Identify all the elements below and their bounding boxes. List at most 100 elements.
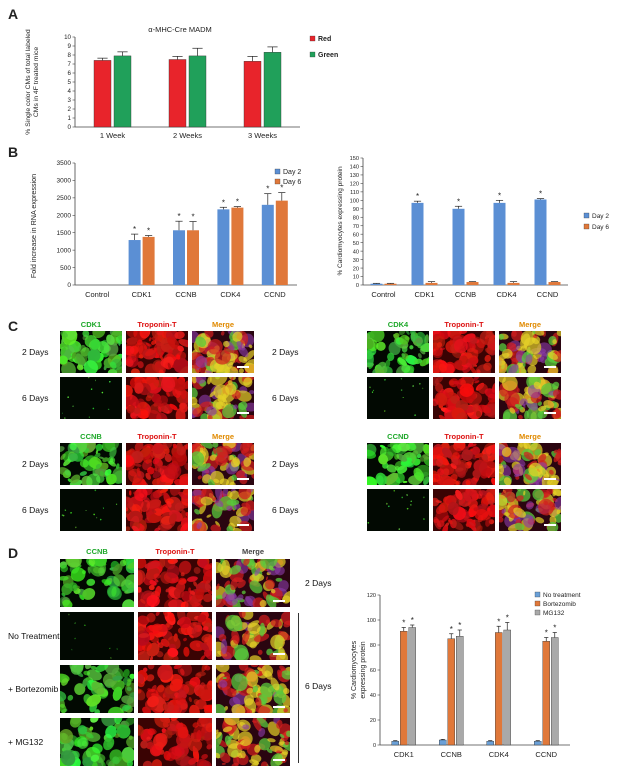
scale-bar xyxy=(273,653,285,655)
cell-blob xyxy=(178,560,192,575)
cell-blob xyxy=(459,331,468,334)
legend-swatch xyxy=(534,609,541,616)
cell-blob xyxy=(79,471,87,476)
y-tick-label: 10 xyxy=(353,275,359,281)
bar xyxy=(486,741,494,746)
panel-c-tile-red xyxy=(433,489,495,531)
cell-blob xyxy=(386,464,397,473)
y-tick-label: 20 xyxy=(370,718,376,724)
cell-blob xyxy=(238,356,248,364)
cell-blob xyxy=(188,757,197,765)
cell-blob xyxy=(249,641,257,649)
cell-blob xyxy=(195,699,207,710)
cell-blob xyxy=(241,630,250,645)
cell-blob xyxy=(128,490,132,496)
cell-blob xyxy=(367,351,374,367)
cell-blob xyxy=(537,454,547,463)
cell-blob xyxy=(204,331,214,338)
cell-blob xyxy=(480,467,492,479)
y-tick-label: 1 xyxy=(68,115,72,122)
cell-blob xyxy=(180,510,187,520)
cell-blob xyxy=(167,559,174,564)
bar xyxy=(447,638,455,746)
cell-blob xyxy=(185,512,188,518)
cell-blob xyxy=(538,498,555,516)
cell-blob xyxy=(65,559,82,568)
panel-d-tile-merge xyxy=(216,718,290,766)
cell-blob xyxy=(83,360,98,373)
cell-blob xyxy=(378,454,389,465)
cell-blob xyxy=(402,480,408,484)
cell-blob xyxy=(202,593,212,603)
cell-blob xyxy=(85,731,94,739)
cell-blob xyxy=(121,695,134,705)
cell-blob xyxy=(75,341,79,347)
cell-blob xyxy=(239,520,253,531)
cell-blob xyxy=(439,475,455,485)
cell-blob xyxy=(70,665,84,675)
cell-blob xyxy=(250,665,259,668)
cell-blob xyxy=(143,627,148,632)
cell-blob xyxy=(231,629,240,645)
cell-blob xyxy=(222,404,237,419)
significance-star: * xyxy=(457,197,460,206)
cell-blob xyxy=(436,455,450,466)
cell-blob xyxy=(192,396,198,406)
cell-blob xyxy=(200,642,210,652)
cell-blob xyxy=(473,507,479,512)
cell-blob xyxy=(386,502,388,505)
cell-blob xyxy=(556,331,561,337)
cell-blob xyxy=(433,335,446,349)
cell-blob xyxy=(435,458,444,467)
cell-blob xyxy=(90,718,99,723)
cell-blob xyxy=(469,337,478,345)
cell-blob xyxy=(244,402,254,412)
cell-blob xyxy=(242,724,250,730)
cell-blob xyxy=(146,594,160,607)
y-tick-label: 30 xyxy=(353,258,359,264)
cell-blob xyxy=(534,449,542,456)
bar xyxy=(142,236,155,285)
category-label: 3 Weeks xyxy=(248,131,277,140)
cell-blob xyxy=(249,573,265,582)
panel-c-tile-green-image xyxy=(60,331,122,373)
significance-star: * xyxy=(133,225,136,234)
panel-d-tile-merge xyxy=(216,612,290,660)
cell-blob xyxy=(176,733,192,749)
cell-blob xyxy=(147,695,159,708)
y-axis-label-line: % Cardiomyocytes expressing protein xyxy=(337,166,344,275)
cell-blob xyxy=(520,333,531,349)
panel-c-tile-merge-image xyxy=(192,489,254,531)
cell-blob xyxy=(259,622,266,637)
cell-blob xyxy=(60,446,65,453)
cell-blob xyxy=(160,377,176,393)
cell-blob xyxy=(131,450,144,464)
cell-blob xyxy=(201,665,208,672)
cell-blob xyxy=(231,474,238,481)
cell-blob xyxy=(60,703,67,713)
cell-blob xyxy=(155,612,160,616)
cell-blob xyxy=(165,588,169,593)
cell-blob xyxy=(127,587,134,594)
panel-d-tile-red-image xyxy=(138,665,212,713)
cell-blob xyxy=(140,598,146,604)
cell-blob xyxy=(153,508,163,516)
significance-star: * xyxy=(280,184,283,193)
panel-c-tile-red-image xyxy=(433,443,495,485)
cell-blob xyxy=(179,476,188,485)
cell-blob xyxy=(266,748,273,754)
bar xyxy=(503,629,511,746)
cell-blob xyxy=(174,331,185,339)
cell-blob xyxy=(238,612,246,618)
cell-blob xyxy=(182,489,188,496)
cell-blob xyxy=(243,694,255,706)
cell-blob xyxy=(149,656,153,660)
significance-star: * xyxy=(497,617,500,626)
cell-blob xyxy=(410,504,412,506)
cell-blob xyxy=(146,612,156,623)
cell-blob xyxy=(499,494,508,511)
cell-blob xyxy=(555,452,561,464)
y-axis-label-line: CMs in 4F treated mice xyxy=(33,47,40,117)
cell-blob xyxy=(86,578,96,586)
cell-blob xyxy=(70,512,72,514)
